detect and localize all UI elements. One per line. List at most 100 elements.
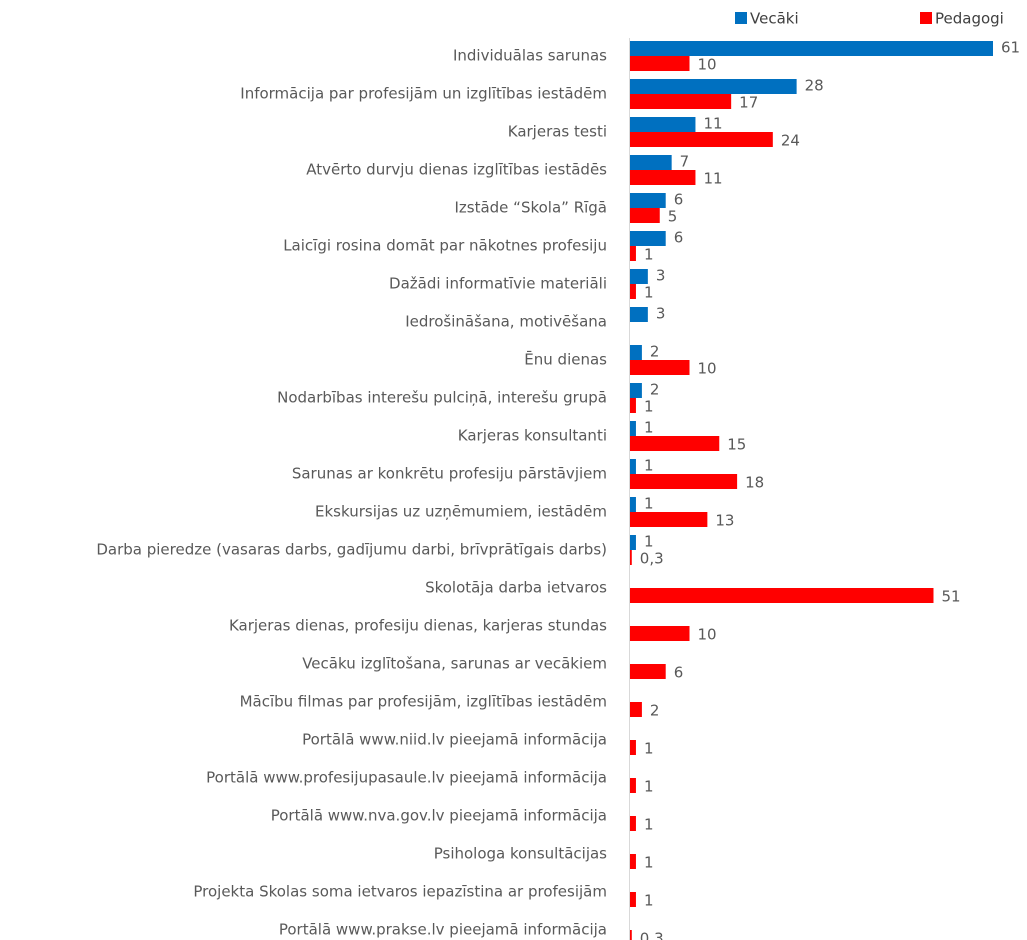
value-label: 1 [644,816,654,834]
bar [630,459,636,474]
category-label: Mācību filmas par profesijām, izglītības… [240,693,607,711]
bar [630,930,632,940]
value-label: 1 [644,854,654,872]
bar [630,512,708,527]
bar [630,535,636,550]
category-label: Izstāde “Skola” Rīgā [454,199,607,217]
bar [630,740,636,755]
value-label: 1 [644,495,654,513]
category-label: Portālā www.prakse.lv pieejamā informāci… [279,921,607,939]
bar [630,193,666,208]
bar [630,702,642,717]
category-label: Karjeras testi [508,123,607,141]
bar [630,360,690,375]
value-label: 1 [644,246,654,264]
value-label: 6 [674,229,684,247]
category-label: Ēnu dienas [524,351,607,369]
value-label: 2 [650,381,660,399]
category-label: Atvērto durvju dienas izglītības iestādē… [306,161,607,179]
value-label: 10 [698,56,717,74]
bar [630,208,660,223]
value-label: 0,3 [640,930,664,940]
value-label: 10 [698,626,717,644]
bar [630,816,636,831]
bar [630,56,690,71]
value-label: 5 [668,208,678,226]
category-label: Portālā www.profesijupasaule.lv pieejamā… [206,769,607,787]
category-label: Darba pieredze (vasaras darbs, gadījumu … [96,541,607,559]
bar [630,892,636,907]
bar [630,41,993,56]
value-label: 11 [703,115,722,133]
bar [630,284,636,299]
category-label: Portālā www.nva.gov.lv pieejamā informāc… [271,807,607,825]
value-label: 3 [656,305,666,323]
bar [630,269,648,284]
value-label: 11 [703,170,722,188]
value-label: 18 [745,474,764,492]
value-label: 17 [739,94,758,112]
value-label: 28 [805,77,824,95]
bar [630,497,636,512]
bar [630,588,934,603]
value-label: 2 [650,343,660,361]
bar [630,170,696,185]
value-label: 1 [644,892,654,910]
value-label: 10 [698,360,717,378]
value-label: 1 [644,419,654,437]
value-label: 61 [1001,39,1020,57]
bar [630,155,672,170]
bar [630,246,636,261]
bar [630,398,636,413]
bar [630,79,797,94]
bar [630,626,690,641]
value-label: 15 [727,436,746,454]
value-label: 13 [715,512,734,530]
bar [630,550,632,565]
value-label: 2 [650,702,660,720]
bar [630,231,666,246]
bar [630,307,648,322]
value-label: 1 [644,457,654,475]
category-label: Karjeras konsultanti [458,427,607,445]
bar [630,854,636,869]
value-label: 51 [941,588,960,606]
category-label: Informācija par profesijām un izglītības… [240,85,607,103]
category-label: Ekskursijas uz uzņēmumiem, iestādēm [315,503,607,521]
category-label: Laicīgi rosina domāt par nākotnes profes… [283,237,607,255]
value-label: 1 [644,284,654,302]
bar [630,383,642,398]
legend-label: Pedagogi [935,10,1004,28]
bar [630,132,773,147]
value-label: 3 [656,267,666,285]
value-label: 24 [781,132,800,150]
value-label: 1 [644,778,654,796]
category-label: Nodarbības interešu pulciņā, interešu gr… [277,389,607,407]
category-label: Portālā www.niid.lv pieejamā informācija [302,731,607,749]
legend-label: Vecāki [750,10,799,28]
bar [630,664,666,679]
category-label: Sarunas ar konkrētu profesiju pārstāvjie… [292,465,607,483]
bar [630,436,720,451]
value-label: 6 [674,191,684,209]
category-label: Skolotāja darba ietvaros [425,579,607,597]
legend-swatch [920,12,932,24]
bar [630,474,738,489]
category-label: Iedrošināšana, motivēšana [405,313,607,331]
value-label: 7 [680,153,690,171]
category-label: Individuālas sarunas [453,47,607,65]
category-label: Karjeras dienas, profesiju dienas, karje… [229,617,607,635]
value-label: 0,3 [640,550,664,568]
value-label: 1 [644,398,654,416]
category-label: Projekta Skolas soma ietvaros iepazīstin… [193,883,607,901]
bar [630,94,732,109]
value-label: 1 [644,533,654,551]
bar [630,117,696,132]
category-label: Dažādi informatīvie materiāli [389,275,607,293]
category-label: Vecāku izglītošana, sarunas ar vecākiem [302,655,607,673]
bar [630,345,642,360]
legend-swatch [735,12,747,24]
value-label: 6 [674,664,684,682]
value-label: 1 [644,740,654,758]
